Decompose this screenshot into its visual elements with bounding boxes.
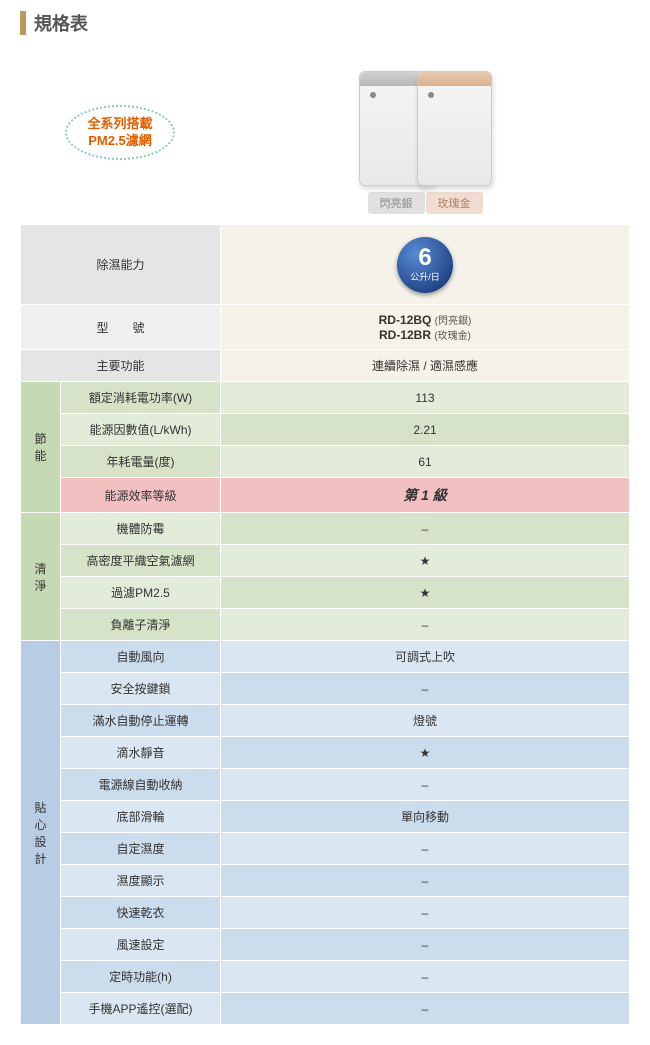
spec-label: 過濾PM2.5 — [61, 577, 221, 609]
pm25-badge: 全系列搭載 PM2.5濾網 — [65, 105, 175, 160]
category-清淨: 清淨 — [21, 513, 61, 641]
spec-label: 手機APP遙控(選配) — [61, 993, 221, 1025]
spec-label: 年耗電量(度) — [61, 446, 221, 478]
spec-value: – — [221, 513, 630, 545]
spec-value: – — [221, 929, 630, 961]
spec-value: ★ — [221, 545, 630, 577]
spec-value: – — [221, 609, 630, 641]
spec-value: 2.21 — [221, 414, 630, 446]
spec-value: – — [221, 865, 630, 897]
pm25-line2: PM2.5濾網 — [88, 133, 152, 150]
title-bar: 規格表 — [20, 10, 630, 36]
spec-label: 自動風向 — [61, 641, 221, 673]
spec-label: 滴水靜音 — [61, 737, 221, 769]
spec-label: 濕度顯示 — [61, 865, 221, 897]
spec-label: 電源線自動收納 — [61, 769, 221, 801]
spec-value: 單向移動 — [221, 801, 630, 833]
spec-value: 第 1 級 — [221, 478, 630, 513]
capacity-number: 6 — [418, 246, 431, 270]
spec-label: 底部滑輪 — [61, 801, 221, 833]
spec-value: 可調式上吹 — [221, 641, 630, 673]
spec-value: – — [221, 897, 630, 929]
capacity-label: 除濕能力 — [21, 225, 221, 305]
capacity-unit: 公升/日 — [410, 270, 440, 283]
category-節能: 節能 — [21, 382, 61, 513]
spec-label: 能源效率等級 — [61, 478, 221, 513]
spec-value: ★ — [221, 737, 630, 769]
spec-label: 機體防霉 — [61, 513, 221, 545]
spec-value: 113 — [221, 382, 630, 414]
spec-label: 快速乾衣 — [61, 897, 221, 929]
spec-table: 除濕能力 6 公升/日 型 號 RD-12BQ (閃亮銀) RD-12BR (玫… — [20, 224, 630, 1025]
pm25-line1: 全系列搭載 — [87, 116, 152, 133]
header-row: 全系列搭載 PM2.5濾網 閃亮銀 玫瑰金 — [20, 51, 630, 214]
category-貼心設計: 貼心設計 — [21, 641, 61, 1025]
page-title: 規格表 — [34, 10, 88, 36]
spec-value: – — [221, 833, 630, 865]
model-value: RD-12BQ (閃亮銀) RD-12BR (玫瑰金) — [221, 305, 630, 350]
mainfunc-label: 主要功能 — [21, 350, 221, 382]
spec-value: 燈號 — [221, 705, 630, 737]
product-images: 閃亮銀 玫瑰金 — [220, 51, 630, 214]
spec-label: 能源因數值(L/kWh) — [61, 414, 221, 446]
spec-value: 61 — [221, 446, 630, 478]
spec-value: ★ — [221, 577, 630, 609]
capacity-value: 6 公升/日 — [221, 225, 630, 305]
capacity-badge: 6 公升/日 — [397, 237, 453, 293]
spec-value: – — [221, 769, 630, 801]
title-accent — [20, 11, 26, 35]
spec-label: 風速設定 — [61, 929, 221, 961]
spec-label: 滿水自動停止運轉 — [61, 705, 221, 737]
spec-label: 高密度平織空氣濾網 — [61, 545, 221, 577]
product-gold — [417, 71, 492, 186]
spec-label: 自定濕度 — [61, 833, 221, 865]
spec-value: – — [221, 961, 630, 993]
model-label: 型 號 — [21, 305, 221, 350]
spec-label: 負離子清淨 — [61, 609, 221, 641]
spec-label: 定時功能(h) — [61, 961, 221, 993]
color-label-gold: 玫瑰金 — [426, 192, 483, 214]
mainfunc-value: 連續除濕 / 適濕感應 — [221, 350, 630, 382]
spec-value: – — [221, 673, 630, 705]
spec-label: 安全按鍵鎖 — [61, 673, 221, 705]
spec-label: 額定消耗電功率(W) — [61, 382, 221, 414]
spec-value: – — [221, 993, 630, 1025]
